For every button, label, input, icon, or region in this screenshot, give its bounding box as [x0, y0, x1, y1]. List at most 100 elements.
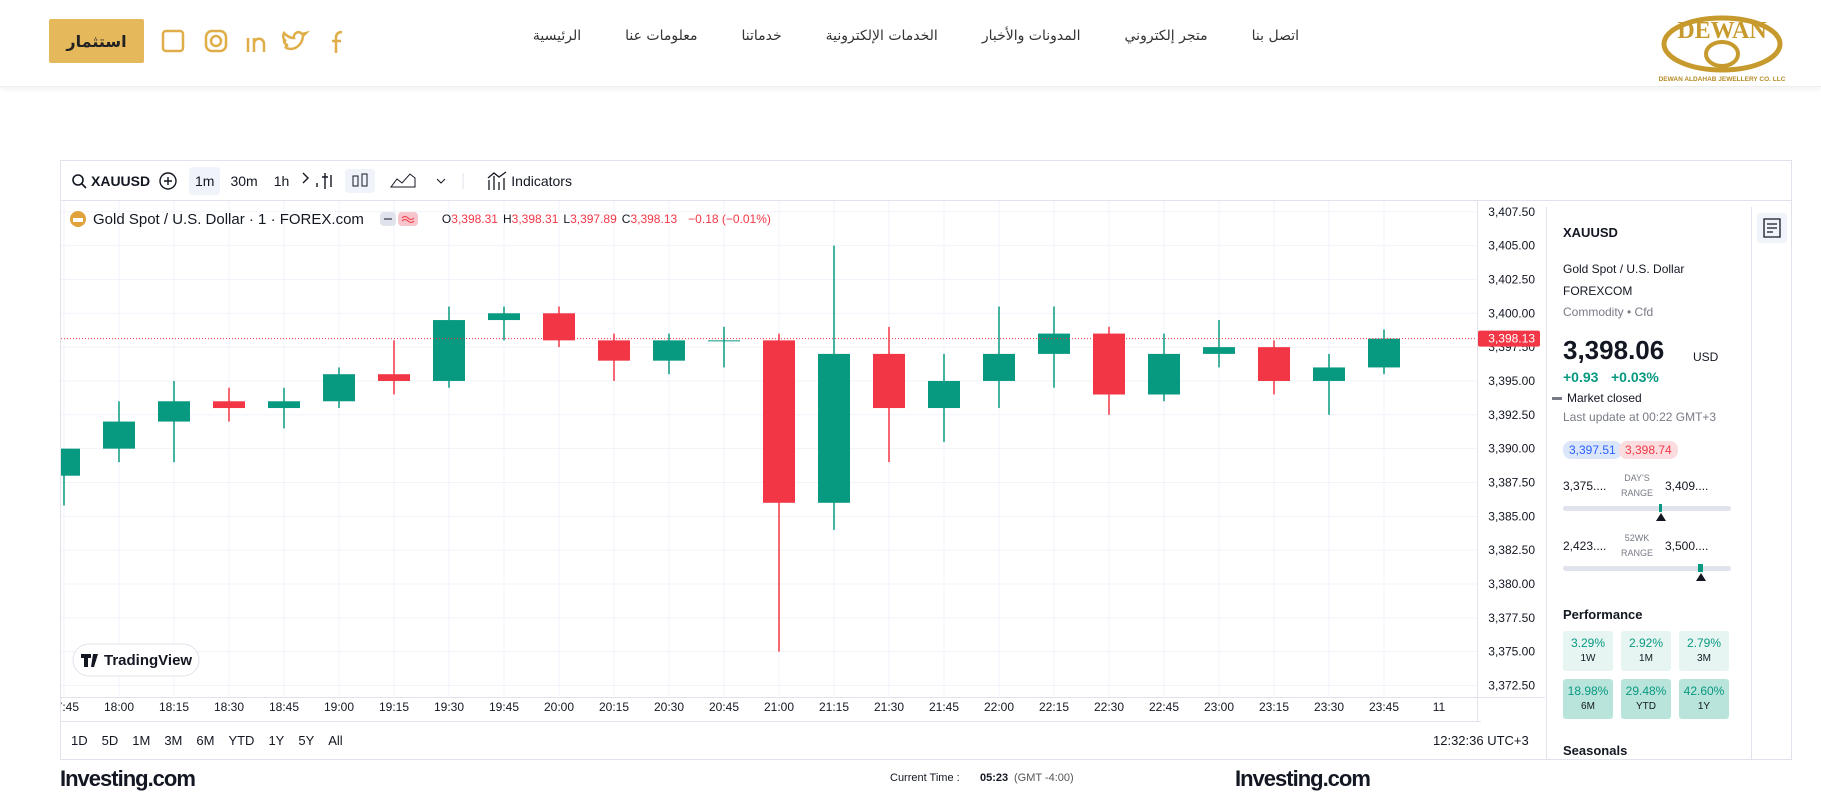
candle-body — [103, 421, 135, 449]
interval-button[interactable]: 1h — [273, 172, 290, 189]
range-button[interactable]: 1D — [71, 733, 88, 748]
panel-price: 3,398.06 — [1563, 335, 1665, 365]
x-tick-label: 21:45 — [929, 700, 959, 714]
investing-brand-left[interactable]: Investing.com — [60, 766, 196, 791]
day-range-fill — [1659, 504, 1662, 512]
x-tick-label: 18:00 — [104, 700, 134, 714]
performance-value: 2.92% — [1628, 636, 1664, 650]
y-tick-label: 3,395.00 — [1488, 374, 1535, 388]
invest-button[interactable]: استثمار — [49, 19, 144, 63]
range-button[interactable]: 3M — [164, 733, 183, 748]
nav-link[interactable]: المدونات والأخبار — [981, 28, 1081, 44]
last-price-label: 3,398.13 — [1488, 332, 1535, 346]
nav-link[interactable]: معلومات عنا — [625, 28, 698, 44]
x-tick-label: 20:30 — [654, 700, 684, 714]
day-low: 3,375.... — [1563, 479, 1607, 493]
wk-low: 2,423.... — [1563, 539, 1607, 553]
x-tick-label: 18:45 — [269, 700, 299, 714]
main-nav: الرئيسية معلومات عنا خدماتنا الخدمات الإلكت… — [511, 28, 1321, 44]
x-tick-label: 18:30 — [214, 700, 244, 714]
performance-value: 2.79% — [1686, 636, 1722, 650]
performance-title: Performance — [1563, 607, 1643, 622]
y-tick-label: 3,372.50 — [1488, 679, 1535, 693]
candlestick-chart: 3,372.50 3,375.00 3,377.50 3,380.00 3,382.50… — [61, 201, 1545, 721]
indicators-button[interactable]: Indicators — [511, 172, 572, 189]
social-icons — [161, 29, 343, 53]
range-button[interactable]: 5D — [101, 733, 119, 748]
chart-toolbar: XAUUSD 1m 30m 1h Indicators — [61, 161, 1791, 201]
nav-link[interactable]: خدماتنا — [741, 28, 782, 44]
clock-time: 05:23 — [980, 772, 1009, 784]
interval-button[interactable]: 1m — [189, 166, 221, 195]
x-tick-label: 22:15 — [1039, 700, 1069, 714]
x-tick-label: 20:00 — [544, 700, 574, 714]
investing-brand-right[interactable]: Investing.com — [1235, 766, 1371, 791]
ohlc-value: 3,398.31 — [511, 212, 559, 226]
day-range-marker — [1656, 513, 1666, 521]
panel-change-pct: +0.03% — [1611, 369, 1659, 385]
logo-tagline: DEWAN ALDAHAB JEWELLERY CO. LLC — [1659, 76, 1786, 83]
candle-body — [1038, 333, 1070, 354]
clock-zone[interactable]: (GMT -4:00) — [1014, 772, 1074, 784]
x-tick-label: 20:45 — [709, 700, 739, 714]
day-high: 3,409.... — [1665, 479, 1709, 493]
nav-link[interactable]: اتصل بنا — [1251, 28, 1299, 44]
range-button[interactable]: 5Y — [298, 733, 315, 748]
panel-currency: USD — [1693, 350, 1719, 364]
last-price-tag — [1478, 330, 1540, 347]
watermark-logo — [81, 654, 98, 667]
range-button[interactable]: YTD — [228, 733, 255, 748]
x-tick-label: 23:00 — [1204, 700, 1234, 714]
nav-link[interactable]: الرئيسية — [532, 28, 582, 44]
x-tick-label: 17:45 — [61, 700, 79, 714]
x-tick-label: 22:30 — [1094, 700, 1124, 714]
symbol-icon — [70, 211, 86, 227]
symbol-search[interactable]: XAUUSD — [91, 172, 151, 189]
performance-period: 1Y — [1697, 701, 1711, 712]
x-tick-label: 23:45 — [1369, 700, 1399, 714]
performance-cell: 18.98% 6M — [1563, 679, 1613, 719]
logo-brand: DEWAN — [1677, 18, 1767, 44]
nav-link[interactable]: متجر إلكتروني — [1124, 28, 1208, 44]
ohlc-key: C — [621, 212, 631, 226]
wk-range-fill — [1698, 564, 1703, 572]
nav-link[interactable]: الخدمات الإلكترونية — [825, 28, 938, 44]
candle-body — [61, 448, 80, 476]
x-tick-label: 23:15 — [1259, 700, 1289, 714]
x-tick-label: 21:30 — [874, 700, 904, 714]
y-tick-label: 3,385.00 — [1488, 509, 1535, 523]
range-button[interactable]: 1M — [132, 733, 151, 748]
interval-group: 1m 30m 1h — [185, 166, 295, 195]
candle-body — [378, 374, 410, 381]
facebook-icon[interactable] — [332, 30, 343, 53]
market-status: Market closed — [1567, 391, 1642, 405]
x-tick-label: 21:00 — [764, 700, 794, 714]
youtube-icon[interactable] — [161, 29, 185, 53]
instagram-icon[interactable] — [204, 29, 228, 53]
day-range-label: DAY'S RANGE — [1620, 473, 1653, 498]
range-button[interactable]: All — [328, 733, 343, 748]
panel-name[interactable]: Gold Spot / U.S. Dollar — [1563, 262, 1685, 276]
ohlc-key: H — [502, 212, 512, 226]
y-tick-label: 3,402.50 — [1488, 272, 1535, 286]
ohlc-key: L — [563, 212, 571, 226]
chart-style-buttons[interactable] — [295, 168, 485, 193]
range-button[interactable]: 1Y — [268, 733, 285, 748]
search-icon — [72, 173, 87, 189]
range-button[interactable]: 6M — [196, 733, 215, 748]
x-tick-label: 19:15 — [379, 700, 409, 714]
side-bar — [1751, 207, 1787, 759]
compare-button[interactable] — [151, 170, 185, 192]
linkedin-icon[interactable] — [246, 37, 266, 52]
legend-change: −0.18 (−0.01%) — [688, 212, 771, 226]
panel-symbol: XAUUSD — [1563, 225, 1618, 240]
interval-button[interactable]: 30m — [230, 172, 258, 189]
clock: 12:32:36 UTC+3 — [1433, 733, 1529, 748]
candle-body — [598, 340, 630, 361]
y-tick-label: 3,400.00 — [1488, 306, 1535, 320]
wk-range-label: 52WK RANGE — [1620, 533, 1653, 558]
twitter-icon[interactable] — [281, 30, 311, 51]
performance-cell: 2.92% 1M — [1621, 631, 1671, 671]
y-tick-label: 3,405.00 — [1488, 239, 1535, 253]
